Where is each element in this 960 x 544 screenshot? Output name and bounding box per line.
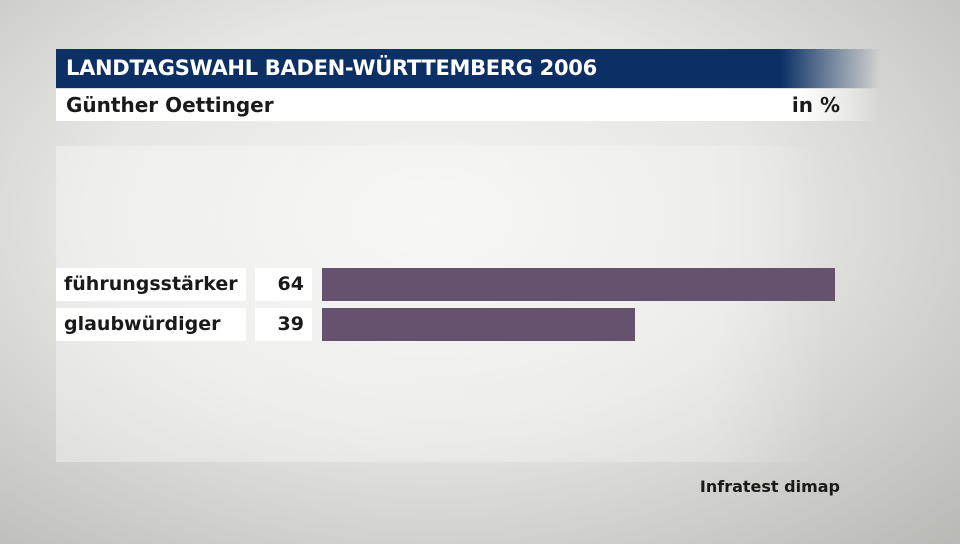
chart-subtitle: Günther Oettinger <box>66 93 274 117</box>
source-label: Infratest dimap <box>699 477 840 496</box>
bar <box>322 308 635 341</box>
chart-title-bar: LANDTAGSWAHL BADEN-WÜRTTEMBERG 2006 <box>56 49 880 88</box>
bar <box>322 268 835 301</box>
category-box: glaubwürdiger <box>56 308 246 341</box>
value-box: 64 <box>255 268 312 301</box>
chart-title: LANDTAGSWAHL BADEN-WÜRTTEMBERG 2006 <box>66 56 597 80</box>
chart-subtitle-bar: Günther Oettinger in % <box>56 89 880 121</box>
value-label: 64 <box>277 273 304 295</box>
category-label: führungsstärker <box>64 273 238 295</box>
plot-area <box>56 146 826 462</box>
value-label: 39 <box>277 313 304 335</box>
category-label: glaubwürdiger <box>64 313 221 335</box>
value-box: 39 <box>255 308 312 341</box>
category-box: führungsstärker <box>56 268 246 301</box>
unit-label: in % <box>791 93 840 117</box>
